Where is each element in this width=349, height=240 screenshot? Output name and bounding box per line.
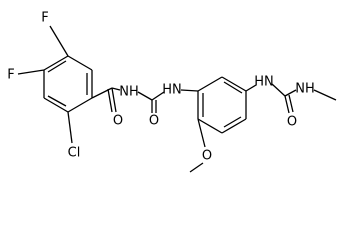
atom-label: O — [149, 114, 159, 129]
atom-label: F — [41, 11, 48, 26]
atom-label: NH — [295, 82, 315, 97]
atom-label: F — [7, 68, 14, 83]
bonds — [17, 25, 337, 173]
atom-label: HN — [254, 75, 274, 90]
atom-label: O — [287, 115, 297, 130]
atom-label: NH — [119, 85, 139, 100]
molecule: F F Cl O NH HN O O HN O NH — [7, 11, 337, 173]
atom-label: Cl — [68, 146, 81, 161]
atom-label: O — [202, 149, 212, 164]
atom-label: HN — [162, 83, 182, 98]
atom-label: O — [113, 114, 123, 129]
